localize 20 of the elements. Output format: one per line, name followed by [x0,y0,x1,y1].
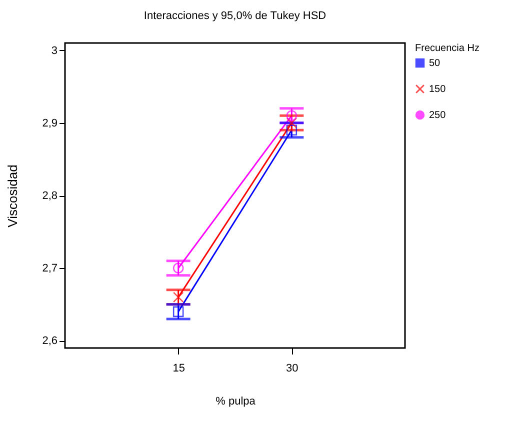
y-tick-label: 2,7 [42,262,58,275]
point [286,110,298,122]
chart-title: Interacciones y 95,0% de Tukey HSD [144,10,326,22]
legend-title: Frecuencia Hz [415,43,480,54]
y-axis-title: Viscosidad [5,164,20,228]
x-tick-label: 15 [172,362,185,374]
point [286,124,298,136]
x-axis-title: % pulpa [216,396,256,408]
legend-label: 150 [429,84,446,95]
y-tick-label: 2,9 [42,117,58,130]
legend-label: 50 [429,58,441,69]
point [172,306,184,318]
point [172,292,184,303]
legend-label: 250 [429,110,446,121]
x-tick-label: 30 [286,362,298,374]
point [172,262,184,274]
y-tick-label: 2,6 [42,335,58,348]
y-tick-label: 2,8 [42,190,58,202]
point [286,117,298,128]
y-tick-label: 3 [51,44,58,57]
